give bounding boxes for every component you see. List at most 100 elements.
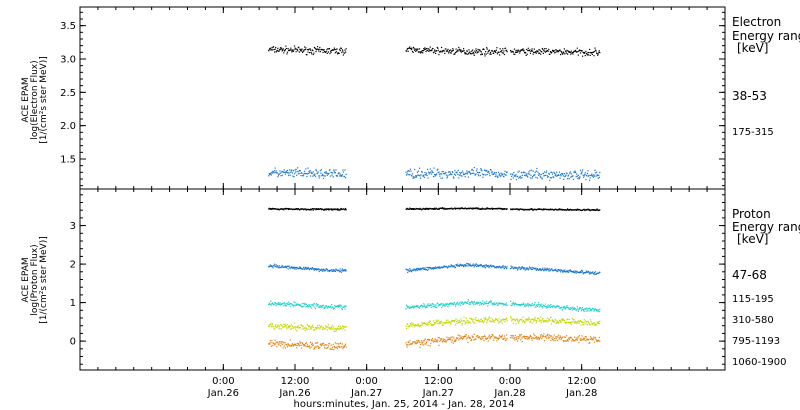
proton-data-point xyxy=(542,307,544,309)
proton-data-point xyxy=(492,335,494,337)
proton-data-point xyxy=(502,303,504,305)
proton-data-point xyxy=(304,306,306,308)
electron-data-point xyxy=(548,48,550,50)
electron-data-point xyxy=(510,178,512,180)
electron-data-point xyxy=(586,53,588,55)
proton-data-point xyxy=(436,339,438,342)
proton-data-point xyxy=(549,320,551,322)
proton-data-point xyxy=(465,334,467,336)
proton-data-point xyxy=(483,265,485,267)
electron-data-point xyxy=(447,48,449,50)
electron-data-point xyxy=(570,53,572,55)
proton-data-point xyxy=(510,317,512,319)
electron-data-point xyxy=(312,171,314,173)
proton-data-point xyxy=(559,269,561,271)
proton-data-point xyxy=(584,322,586,324)
electron-data-point xyxy=(319,51,321,53)
proton-data-point xyxy=(569,321,571,324)
electron-data-point xyxy=(571,51,573,54)
proton-data-point xyxy=(480,208,482,210)
proton-data-point xyxy=(434,268,436,270)
electron-data-point xyxy=(553,50,555,52)
proton-data-point xyxy=(271,266,274,268)
electron-data-point xyxy=(423,174,425,176)
proton-data-point xyxy=(470,264,472,266)
proton-data-point xyxy=(310,341,312,343)
proton-data-point xyxy=(599,209,601,211)
proton-data-point xyxy=(460,335,462,337)
electron-data-point xyxy=(448,171,450,173)
proton-data-point xyxy=(576,321,578,323)
electron-data-point xyxy=(479,175,481,177)
proton-data-point xyxy=(531,339,533,341)
proton-data-point xyxy=(589,273,591,275)
proton-data-point xyxy=(578,308,580,310)
proton-data-point xyxy=(493,339,495,341)
electron-data-point xyxy=(590,174,592,176)
proton-data-point xyxy=(470,340,472,342)
proton-data-point xyxy=(274,339,276,341)
proton-data-point xyxy=(578,335,580,337)
electron-data-point xyxy=(331,172,333,174)
proton-data-point xyxy=(441,208,443,210)
proton-data-point xyxy=(417,341,419,343)
proton-data-point xyxy=(465,317,467,319)
electron-data-point xyxy=(408,47,410,49)
electron-data-point xyxy=(434,173,436,176)
electron-data-point xyxy=(589,54,591,56)
proton-data-point xyxy=(328,326,331,329)
proton-data-point xyxy=(568,338,570,341)
electron-data-point xyxy=(480,54,482,56)
electron-data-point xyxy=(468,171,471,173)
electron-data-point xyxy=(591,51,593,54)
proton-legend-channel-115-195: 115-195 xyxy=(732,294,774,305)
proton-data-point xyxy=(561,208,563,210)
proton-data-point xyxy=(478,207,480,209)
proton-data-point xyxy=(466,322,468,324)
electron-data-point xyxy=(308,170,310,172)
proton-data-point xyxy=(560,320,562,322)
proton-data-point xyxy=(309,304,311,307)
proton-data-point xyxy=(547,304,549,306)
electron-data-point xyxy=(524,51,526,53)
proton-data-point xyxy=(333,345,335,348)
proton-data-point xyxy=(470,318,472,320)
electron-data-point xyxy=(317,48,319,50)
proton-data-point xyxy=(272,267,274,269)
proton-data-point xyxy=(307,305,310,307)
proton-data-point xyxy=(450,321,452,323)
proton-data-point xyxy=(281,342,283,344)
proton-data-point xyxy=(331,208,333,210)
proton-data-point xyxy=(535,306,537,308)
electron-data-point xyxy=(554,174,556,177)
proton-data-point xyxy=(593,322,596,324)
electron-data-point xyxy=(544,51,547,53)
proton-data-point xyxy=(339,209,341,211)
electron-data-point xyxy=(281,50,283,52)
proton-data-point xyxy=(489,338,491,340)
proton-data-point xyxy=(438,208,440,210)
electron-data-point xyxy=(429,168,431,170)
proton-data-point xyxy=(466,263,468,265)
electron-data-point xyxy=(576,51,578,53)
electron-data-point xyxy=(588,51,590,54)
electron-data-point xyxy=(518,170,520,172)
proton-data-point xyxy=(527,336,529,338)
proton-data-point xyxy=(531,305,533,307)
electron-data-point xyxy=(559,177,561,179)
proton-data-point xyxy=(292,344,294,346)
proton-data-point xyxy=(512,322,514,324)
proton-data-point xyxy=(284,305,286,307)
proton-data-point xyxy=(479,336,481,338)
proton-data-point xyxy=(283,342,285,344)
proton-data-point xyxy=(535,269,537,271)
proton-data-point xyxy=(582,309,584,311)
proton-data-point xyxy=(432,320,435,322)
electron-data-point xyxy=(458,174,460,176)
proton-data-point xyxy=(443,341,445,343)
proton-data-point xyxy=(415,343,417,345)
proton-data-point xyxy=(584,336,586,338)
electron-data-point xyxy=(339,50,341,52)
proton-data-point xyxy=(447,322,450,324)
proton-data-point xyxy=(304,327,306,329)
